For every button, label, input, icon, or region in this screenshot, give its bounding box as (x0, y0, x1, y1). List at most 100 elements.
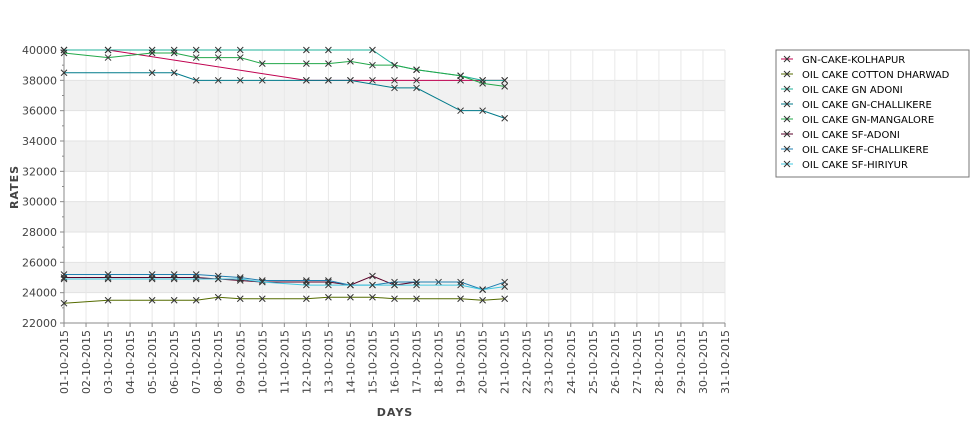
data-point-marker (347, 281, 354, 289)
legend-item: OIL CAKE GN ADONI (781, 85, 903, 96)
legend-item: OIL CAKE COTTON DHARWAD (781, 70, 950, 81)
data-point-marker (170, 49, 178, 57)
data-point-marker (303, 46, 310, 54)
data-point-marker (501, 76, 509, 84)
data-point-marker (148, 46, 156, 54)
legend-item: OIL CAKE SF-CHALLIKERE (781, 145, 929, 156)
x-tick-label: 31-10-2015 (719, 330, 732, 394)
data-point-marker (479, 286, 486, 293)
legend-label: OIL CAKE SF-CHALLIKERE (802, 145, 929, 156)
data-point-marker (214, 76, 222, 84)
y-tick-label: 28000 (22, 226, 57, 239)
data-point-marker (325, 293, 332, 301)
x-tick-label: 24-10-2015 (565, 330, 578, 394)
x-tick-label: 20-10-2015 (477, 330, 490, 394)
data-point-marker (325, 281, 332, 289)
x-tick-label: 01-10-2015 (58, 330, 71, 394)
y-tick-label: 32000 (22, 165, 57, 178)
data-point-marker (347, 58, 354, 65)
data-point-marker (413, 66, 420, 74)
x-tick-label: 12-10-2015 (300, 330, 313, 394)
x-tick-label: 08-10-2015 (212, 330, 225, 394)
data-point-marker (457, 107, 464, 115)
data-point-marker (258, 76, 266, 84)
y-tick-label: 24000 (22, 287, 57, 300)
legend-label: OIL CAKE COTTON DHARWAD (802, 70, 950, 81)
data-point-marker (391, 278, 398, 286)
series-layer (60, 46, 509, 307)
legend-marker (783, 55, 791, 63)
x-tick-label: 26-10-2015 (609, 330, 622, 394)
y-axis-title: RATES (8, 165, 21, 209)
x-axis-ticks: 01-10-2015 02-10-2015 03-10-2015 04-10-2015… (58, 323, 732, 394)
data-point-marker (60, 46, 68, 54)
data-point-marker (303, 295, 310, 303)
data-point-marker (479, 107, 486, 115)
x-tick-label: 21-10-2015 (499, 330, 512, 394)
series-8 (60, 275, 509, 293)
data-point-marker (479, 80, 486, 87)
data-point-marker (148, 275, 156, 283)
x-tick-label: 18-10-2015 (433, 330, 446, 394)
data-point-marker (104, 54, 112, 61)
data-point-marker (391, 76, 398, 84)
legend-marker (783, 70, 791, 78)
x-tick-label: 04-10-2015 (124, 330, 137, 394)
legend-label: OIL CAKE GN ADONI (802, 85, 903, 96)
x-tick-label: 29-10-2015 (675, 330, 688, 394)
data-point-marker (347, 293, 354, 301)
data-point-marker (236, 295, 244, 303)
y-tick-label: 30000 (22, 196, 57, 209)
data-point-marker (369, 61, 376, 69)
data-point-marker (391, 281, 398, 289)
x-tick-label: 17-10-2015 (411, 330, 424, 394)
axes (60, 50, 725, 327)
data-point-marker (303, 60, 310, 68)
series-4 (60, 69, 509, 122)
legend: GN-CAKE-KOLHAPUR OIL CAKE COTTON DHARWAD O… (775, 49, 970, 178)
data-point-marker (192, 275, 200, 283)
data-point-marker (104, 275, 112, 283)
data-point-marker (214, 275, 222, 283)
x-tick-label: 23-10-2015 (543, 330, 556, 394)
data-point-marker (325, 76, 332, 84)
legend-item: OIL CAKE GN-MANGALORE (781, 115, 934, 126)
data-point-marker (192, 54, 200, 61)
data-point-marker (236, 275, 244, 283)
y-axis-ticks: 22000 24000 26000 28000 30000 32000 34000 36000… (22, 44, 64, 330)
x-tick-label: 11-10-2015 (278, 330, 291, 394)
data-point-marker (170, 275, 178, 283)
data-point-marker (479, 296, 486, 304)
y-tick-label: 36000 (22, 105, 57, 118)
x-tick-label: 03-10-2015 (102, 330, 115, 394)
x-tick-label: 15-10-2015 (366, 330, 379, 394)
x-tick-label: 14-10-2015 (344, 330, 357, 394)
legend-label: OIL CAKE GN-CHALLIKERE (802, 100, 932, 111)
data-point-marker (457, 281, 464, 289)
data-point-marker (413, 295, 420, 303)
x-tick-label: 10-10-2015 (256, 330, 269, 394)
x-tick-label: 30-10-2015 (697, 330, 710, 394)
data-point-marker (60, 275, 68, 283)
data-point-marker (413, 278, 420, 286)
data-point-marker (258, 278, 266, 286)
data-point-marker (391, 61, 398, 69)
data-point-marker (413, 281, 420, 289)
legend-label: OIL CAKE SF-ADONI (802, 130, 900, 141)
data-point-marker (303, 281, 310, 289)
data-point-marker (258, 60, 266, 68)
y-tick-label: 22000 (22, 317, 57, 330)
x-tick-label: 13-10-2015 (322, 330, 335, 394)
data-point-marker (369, 272, 376, 280)
legend-item: OIL CAKE SF-HIRIYUR (781, 160, 908, 171)
x-axis-title: DAYS (377, 406, 413, 419)
data-point-marker (347, 76, 354, 84)
x-tick-label: 28-10-2015 (653, 330, 666, 394)
legend-marker (783, 115, 791, 123)
legend-label: OIL CAKE GN-MANGALORE (802, 115, 934, 126)
x-tick-label: 27-10-2015 (631, 330, 644, 394)
data-point-marker (60, 299, 68, 307)
data-point-marker (236, 76, 244, 84)
x-tick-label: 05-10-2015 (146, 330, 159, 394)
legend-box (775, 49, 970, 178)
